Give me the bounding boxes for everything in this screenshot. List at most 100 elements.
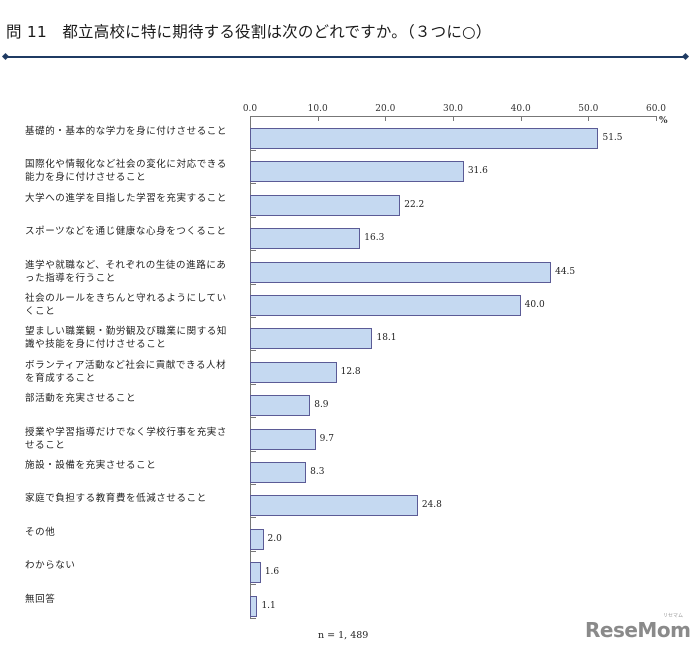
value-label: 44.5: [555, 266, 576, 277]
category-label: 基礎的・基本的な学力を身に付けさせること: [25, 125, 250, 138]
x-tick-mark: [588, 116, 589, 121]
value-label: 16.3: [364, 233, 385, 244]
chart-row: 無回答 1.1: [0, 585, 695, 618]
value-label: 40.0: [524, 300, 545, 310]
value-label: 9.7: [319, 433, 334, 444]
y-tick-mark: [250, 150, 256, 151]
value-label: 2.0: [267, 533, 282, 544]
x-tick-label: 50.0: [578, 104, 599, 114]
chart-row: 国際化や情報化など社会の変化に対応できる 能力を身に付けさせること 31.6: [0, 150, 695, 183]
bar: [250, 361, 337, 383]
bar: [250, 228, 361, 250]
resemom-logo: ReseMom: [585, 618, 691, 642]
category-label-line1: 部活動を充実させること: [25, 393, 137, 405]
category-label: わからない: [25, 559, 250, 572]
value-label: 24.8: [421, 500, 442, 511]
category-label: 家庭で負担する教育費を低減させること: [25, 492, 250, 505]
y-tick-mark: [250, 617, 256, 619]
chart-row: 大学への進学を目指した学習を充実すること 22.2: [0, 184, 695, 217]
category-label-line1: 基礎的・基本的な学力を身に付けさせること: [25, 126, 228, 137]
value-label: 12.8: [340, 366, 361, 377]
bar: [250, 328, 373, 350]
bar: [250, 595, 258, 617]
category-label-line2: 能力を身に付けさせること: [25, 172, 147, 184]
x-tick-label: 60.0: [645, 104, 667, 114]
category-label-line1: 無回答: [25, 593, 56, 605]
chart-row: ボランティア活動など社会に貢献できる人材 を育成すること 12.8: [0, 351, 695, 384]
category-label-line1: 施設・設備を充実させること: [25, 460, 157, 471]
category-label-line1: 社会のルールをきちんと守れるようにしてい: [25, 293, 227, 304]
category-label: ボランティア活動など社会に貢献できる人材 を育成すること: [25, 359, 250, 385]
bar: [250, 194, 401, 216]
y-tick-mark: [250, 584, 256, 586]
chart-row: 授業や学習指導だけでなく学校行事を充実さ せること 9.7: [0, 418, 695, 451]
value-label: 31.6: [467, 166, 488, 177]
value-label: 8.9: [314, 400, 329, 411]
value-label: 1.1: [261, 600, 276, 611]
chart-row: 施設・設備を充実させること 8.3: [0, 451, 695, 484]
x-tick-label: 30.0: [442, 104, 464, 114]
y-tick-mark: [250, 484, 256, 485]
chart-row: 進学や就職など、それぞれの生徒の進路にあ った指導を行うこと 44.5: [0, 251, 695, 284]
bar: [250, 295, 521, 316]
y-tick-mark: [250, 383, 256, 385]
value-label: 18.1: [376, 333, 397, 344]
category-label: 進学や就職など、それぞれの生徒の進路にあ った指導を行うこと: [25, 259, 250, 285]
logo-subtext: リセマム: [663, 613, 684, 619]
x-tick-mark: [318, 116, 319, 121]
category-label: 大学への進学を目指した学習を充実すること: [25, 192, 250, 205]
category-label: 授業や学習指導だけでなく学校行事を充実さ せること: [25, 426, 250, 452]
x-tick-label: 10.0: [307, 104, 328, 114]
y-tick-mark: [250, 517, 256, 519]
category-label: 社会のルールをきちんと守れるようにしてい くこと: [25, 292, 250, 318]
value-label: 1.6: [264, 567, 280, 578]
y-tick-mark: [250, 417, 256, 419]
value-label: 8.3: [310, 467, 325, 477]
category-label: その他: [25, 526, 250, 539]
chart-row: スポーツなどを通じ健康な心身をつくること 16.3: [0, 217, 695, 250]
category-label-line1: スポーツなどを通じ健康な心身をつくること: [25, 226, 227, 238]
value-label: 51.5: [602, 133, 623, 143]
category-label-line1: 授業や学習指導だけでなく学校行事を充実さ: [25, 426, 228, 438]
bar: [250, 261, 552, 283]
chart-row: 基礎的・基本的な学力を身に付けさせること 51.5: [0, 117, 695, 150]
chart-row: わからない 1.6: [0, 551, 695, 584]
bar: [250, 528, 264, 550]
category-label-line1: 国際化や情報化など社会の変化に対応できる: [25, 159, 227, 171]
category-label-line2: くこと: [25, 306, 56, 317]
chart-row: 望ましい職業観・勤労観及び職業に関する知 識や技能を身に付けさせること 18.1: [0, 317, 695, 350]
bar: [250, 462, 307, 483]
chart-row: その他 2.0: [0, 518, 695, 551]
bar: [250, 495, 418, 517]
category-label-line2: った指導を行うこと: [25, 272, 116, 284]
y-tick-mark: [250, 550, 256, 552]
y-tick-mark: [250, 250, 256, 252]
x-tick-label: 0.0: [242, 104, 258, 114]
bar: [250, 161, 464, 183]
category-label: スポーツなどを通じ健康な心身をつくること: [25, 225, 250, 238]
chart-row: 社会のルールをきちんと守れるようにしてい くこと 40.0: [0, 284, 695, 317]
x-tick-mark: [385, 116, 386, 121]
question-text: 都立高校に特に期待する役割は次のどれですか。（３つに○）: [62, 23, 492, 41]
category-label-line2: 識や技能を身に付けさせること: [25, 339, 167, 351]
category-label-line1: 家庭で負担する教育費を低減させること: [25, 493, 207, 505]
x-tick-mark: [521, 116, 522, 121]
y-tick-mark: [250, 450, 256, 452]
x-tick-mark: [453, 116, 454, 121]
bar: [250, 562, 261, 584]
category-label: 国際化や情報化など社会の変化に対応できる 能力を身に付けさせること: [25, 158, 250, 184]
question-title: 問 11 都立高校に特に期待する役割は次のどれですか。（３つに○）: [6, 20, 491, 42]
x-tick-label: 20.0: [375, 104, 396, 114]
bar: [250, 128, 599, 149]
question-number: 問 11: [6, 23, 47, 41]
category-label-line1: 望ましい職業観・勤労観及び職業に関する知: [25, 326, 228, 338]
category-label-line1: 大学への進学を目指した学習を充実すること: [25, 192, 228, 204]
sample-size: n = 1, 489: [318, 630, 369, 641]
bar: [250, 395, 311, 417]
title-divider: [5, 56, 686, 58]
x-tick-mark: [250, 116, 251, 121]
y-tick-mark: [250, 216, 256, 218]
category-label: 望ましい職業観・勤労観及び職業に関する知 識や技能を身に付けさせること: [25, 325, 250, 351]
category-label-line1: その他: [25, 526, 56, 538]
category-label-line2: を育成すること: [25, 372, 96, 384]
